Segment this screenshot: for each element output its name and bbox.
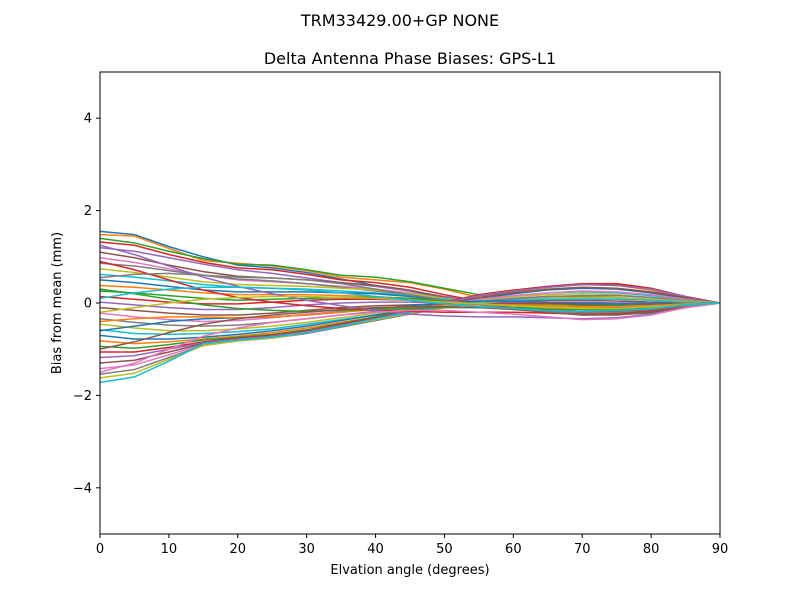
x-tick-label: 80 [643,542,660,557]
x-tick-label: 40 [367,542,384,557]
series-line-37 [100,302,720,374]
y-tick-label: 4 [84,112,92,127]
series-line-32 [100,302,720,323]
x-axis-label: Elvation angle (degrees) [330,563,489,578]
x-tick-label: 0 [96,542,104,557]
series-line-23 [100,283,720,350]
x-tick-label: 90 [712,542,729,557]
x-axis: 0 10 20 30 40 50 60 70 80 90 [96,534,728,557]
y-tick-label: −4 [73,481,92,496]
y-axis-label: Bias from mean (mm) [50,232,65,374]
series-line-3 [100,237,720,315]
x-tick-label: 70 [574,542,591,557]
series-line-35 [100,244,720,320]
x-tick-label: 50 [436,542,453,557]
series-line-38 [100,272,720,314]
x-tick-label: 10 [161,542,178,557]
series-line-31 [100,300,720,332]
figure-suptitle: TRM33429.00+GP NONE [300,11,499,30]
chart-title: Delta Antenna Phase Biases: GPS-L1 [264,49,556,68]
series-line-30 [100,298,720,384]
y-axis: −4 −2 0 2 4 [73,112,100,496]
y-tick-label: −2 [73,389,92,404]
x-tick-label: 20 [230,542,247,557]
series-line-33 [100,288,720,313]
x-tick-label: 60 [505,542,522,557]
y-tick-label: 0 [84,297,92,312]
x-tick-label: 30 [298,542,315,557]
y-tick-label: 2 [84,204,92,219]
series-line-6 [100,251,720,313]
series-line-40 [100,286,720,313]
series-group [100,230,720,384]
series-line-29 [100,296,720,379]
series-line-13 [100,290,720,306]
series-line-34 [100,260,720,315]
series-line-36 [100,302,720,350]
series-line-16 [100,299,720,316]
series-line-15 [100,301,720,311]
